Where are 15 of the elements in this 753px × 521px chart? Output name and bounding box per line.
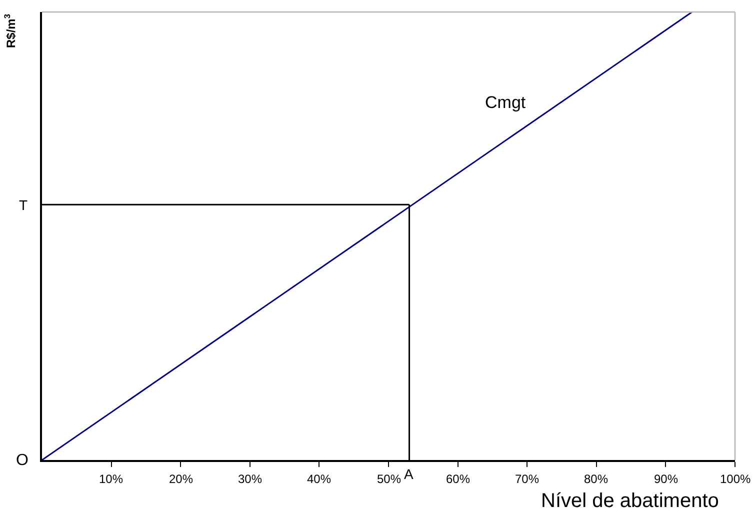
series-label: Cmgt (485, 93, 526, 112)
x-tick-label: 40% (307, 472, 332, 486)
x-tick-label: 90% (654, 472, 678, 486)
x-tick-label: 70% (515, 472, 540, 486)
x-tick-label: 10% (99, 472, 124, 486)
text: A (404, 466, 414, 482)
x-tick-label: 80% (584, 472, 608, 486)
text: T (19, 197, 28, 213)
x-tick-label: 20% (169, 472, 194, 486)
x-axis-title: Nível de abatimento (541, 490, 719, 512)
text: O (16, 452, 28, 469)
x-tick-label: 100% (720, 472, 752, 486)
x-tick-label: 50% (377, 472, 402, 486)
x-tick-label: 60% (446, 472, 470, 486)
x-tick-label: 30% (238, 472, 262, 486)
